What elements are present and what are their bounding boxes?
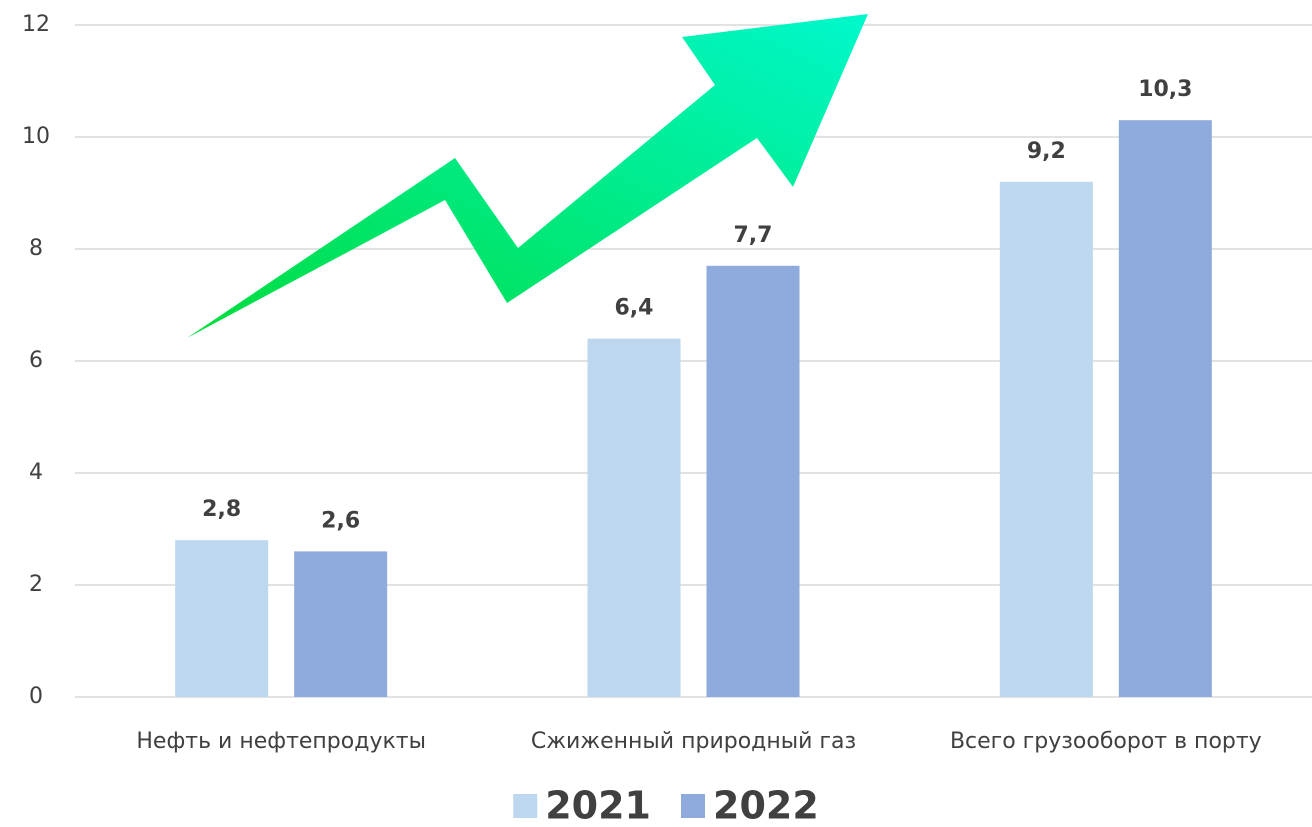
legend-swatch xyxy=(681,794,705,818)
x-tick-label: Нефть и нефтепродукты xyxy=(136,729,426,754)
grid: 0 2 4 6 8 10 12 xyxy=(22,12,1312,709)
legend-item: 2021 xyxy=(513,784,651,827)
bar xyxy=(587,338,681,697)
value-label: 9,2 xyxy=(1027,139,1066,164)
bar xyxy=(175,540,269,697)
bar xyxy=(294,551,388,697)
x-tick-label: Всего грузооборот в порту xyxy=(950,729,1262,754)
y-tick-label: 6 xyxy=(29,348,43,373)
y-tick-label: 2 xyxy=(29,572,43,597)
bar xyxy=(1118,120,1212,697)
bar xyxy=(706,265,800,697)
legend-label: 2021 xyxy=(545,784,651,827)
value-label: 2,8 xyxy=(202,497,241,522)
value-label: 10,3 xyxy=(1138,77,1192,102)
legend-item: 2022 xyxy=(681,784,819,827)
bar xyxy=(999,181,1093,698)
x-tick-label: Сжиженный природный газ xyxy=(531,729,856,754)
y-tick-label: 8 xyxy=(29,236,43,261)
legend-label: 2022 xyxy=(713,784,819,827)
marks: Нефть и нефтепродукты 2,8 2,6 Сжиженный при… xyxy=(136,77,1261,754)
legend: 2021 2022 xyxy=(513,784,819,827)
value-label: 2,6 xyxy=(321,508,360,533)
trend-arrow xyxy=(187,14,868,338)
y-tick-label: 10 xyxy=(22,124,50,149)
value-label: 6,4 xyxy=(615,296,654,321)
legend-swatch xyxy=(513,794,538,818)
y-tick-label: 0 xyxy=(29,684,43,709)
y-tick-label: 12 xyxy=(22,12,50,37)
y-tick-label: 4 xyxy=(29,460,43,485)
value-label: 7,7 xyxy=(734,223,773,248)
